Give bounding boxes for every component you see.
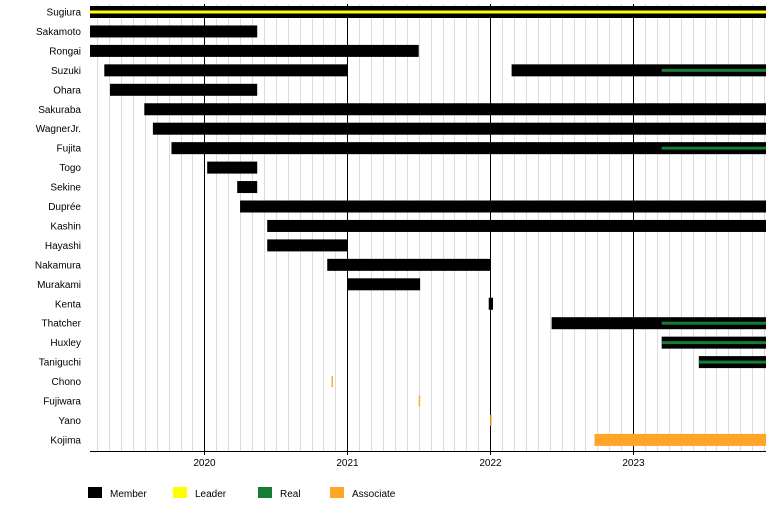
member-labels: Sugiura Sakamoto Rongai Suzuki Ohara Sakuraba… — [35, 8, 82, 447]
member-bar — [144, 103, 767, 116]
member-name-label: Togo — [59, 163, 81, 174]
year-tick-label: 2023 — [622, 458, 645, 469]
year-tick-label: 2020 — [193, 458, 216, 469]
member-name-label: Kojima — [50, 435, 81, 446]
member-name-label: Suzuki — [51, 66, 81, 77]
real-stripe — [698, 360, 766, 364]
member-bar — [171, 142, 766, 155]
member-name-label: Chono — [52, 377, 82, 388]
timeline-chart: Sugiura Sakamoto Rongai Suzuki Ohara Sakuraba… — [35, 4, 767, 469]
legend-associate-label: Associate — [352, 489, 396, 500]
member-name-label: Kashin — [50, 221, 81, 232]
legend-member: Member — [88, 487, 147, 501]
member-name-label: Huxley — [50, 338, 81, 349]
associate-bar — [418, 395, 421, 407]
member-bar — [347, 278, 421, 291]
member-name-label: Sekine — [50, 183, 81, 194]
member-name-label: Sakamoto — [36, 27, 81, 38]
member-name-label: Nakamura — [35, 260, 82, 271]
member-bar — [488, 297, 494, 310]
associate-bar — [331, 376, 333, 388]
member-bar — [90, 44, 419, 57]
member-name-label: Hayashi — [45, 241, 81, 252]
legend-member-swatch — [88, 487, 102, 498]
member-bar — [110, 83, 258, 96]
member-name-label: Taniguchi — [39, 358, 81, 369]
legend-real-swatch — [258, 487, 272, 498]
member-name-label: WagnerJr. — [36, 124, 81, 135]
member-bars — [90, 6, 767, 446]
member-name-label: Duprée — [48, 202, 81, 213]
legend-associate: Associate — [330, 487, 395, 501]
leader-stripe — [90, 10, 766, 14]
member-name-label: Sakuraba — [38, 105, 81, 116]
member-name-label: Yano — [58, 416, 81, 427]
year-tick-label: 2021 — [336, 458, 359, 469]
legend-real: Real — [258, 487, 301, 501]
member-bar — [240, 200, 767, 213]
legend-leader-swatch — [173, 487, 187, 498]
member-bar — [207, 161, 258, 174]
real-stripe — [661, 321, 766, 325]
year-ticks: 2020 2021 2022 2023 — [193, 458, 645, 469]
associate-bar — [490, 414, 492, 426]
member-name-label: Fujita — [57, 144, 82, 155]
member-bar — [152, 122, 766, 135]
member-name-label: Sugiura — [47, 8, 82, 19]
real-stripe — [661, 341, 766, 345]
member-name-label: Thatcher — [42, 319, 82, 330]
member-bar — [104, 64, 348, 77]
member-bar — [237, 181, 258, 194]
real-stripe — [661, 68, 766, 72]
member-bar — [90, 25, 258, 38]
associate-bar — [594, 433, 766, 446]
member-name-label: Murakami — [37, 280, 81, 291]
year-tick-label: 2022 — [479, 458, 502, 469]
member-bar — [551, 317, 766, 330]
member-bar — [267, 219, 766, 232]
member-bar — [267, 239, 348, 252]
legend-member-label: Member — [110, 489, 147, 500]
member-name-label: Rongai — [49, 46, 81, 57]
member-name-label: Kenta — [55, 299, 82, 310]
member-bar — [327, 258, 491, 271]
real-stripe — [661, 146, 766, 150]
member-name-label: Fujiwara — [43, 397, 81, 408]
legend-leader-label: Leader — [195, 489, 227, 500]
member-name-label: Ohara — [53, 85, 81, 96]
legend-real-label: Real — [280, 489, 301, 500]
legend-leader: Leader — [173, 487, 226, 501]
legend-associate-swatch — [330, 487, 344, 498]
member-bar — [511, 64, 766, 77]
